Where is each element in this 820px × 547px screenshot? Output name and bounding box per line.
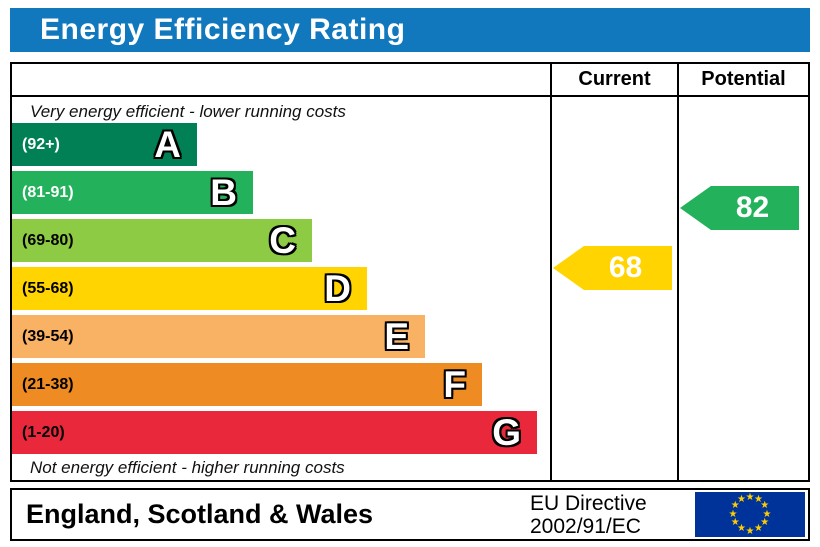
caption-very-efficient: Very energy efficient - lower running co… — [30, 102, 346, 121]
eu-star-icon: ★ — [737, 523, 746, 535]
rating-band: (21-38) F — [12, 363, 482, 406]
title-bar: Energy Efficiency Rating — [10, 8, 810, 52]
band-letter: D — [324, 268, 351, 309]
rating-band: (81-91) B — [12, 171, 253, 214]
band-letter: A — [154, 124, 181, 165]
band-range-label: (69-80) — [22, 232, 74, 249]
caption-not-efficient: Not energy efficient - higher running co… — [30, 458, 345, 477]
eu-star-icon: ★ — [754, 493, 763, 505]
rating-band: (39-54) E — [12, 315, 425, 358]
rating-band: (92+) A — [12, 123, 197, 166]
eu-star-icon: ★ — [760, 500, 770, 511]
current-column-divider — [550, 64, 552, 480]
potential-rating-arrow: 82 — [680, 186, 799, 230]
eu-star-icon: ★ — [762, 508, 772, 520]
region-label: England, Scotland & Wales — [26, 499, 374, 529]
potential-column-header: Potential — [701, 68, 786, 90]
eu-star-icon: ★ — [760, 517, 770, 528]
page-title: Energy Efficiency Rating — [40, 13, 406, 46]
eu-directive-line1: EU Directive — [530, 492, 647, 515]
footer: England, Scotland & Wales EU Directive 2… — [10, 488, 810, 541]
eu-star-icon: ★ — [730, 500, 740, 511]
eu-directive-label: EU Directive 2002/91/EC — [530, 492, 647, 538]
current-rating-arrow: 68 — [553, 246, 672, 290]
band-range-label: (81-91) — [22, 184, 74, 201]
rating-band: (55-68) D — [12, 267, 367, 310]
band-letter: C — [269, 220, 296, 261]
eu-star-icon: ★ — [728, 508, 738, 520]
band-range-label: (21-38) — [22, 376, 74, 393]
eu-star-icon: ★ — [737, 493, 746, 505]
band-range-label: (92+) — [22, 136, 60, 153]
rating-band: (1-20) G — [12, 411, 537, 454]
eu-star-icon: ★ — [745, 525, 755, 537]
band-range-label: (1-20) — [22, 424, 65, 441]
eu-flag-icon: ★ ★ ★ ★ ★ ★ ★ ★ ★ ★ ★ ★ — [695, 492, 805, 537]
eu-star-icon: ★ — [745, 491, 755, 503]
eu-star-icon: ★ — [730, 517, 740, 528]
band-letter: E — [384, 316, 409, 357]
potential-rating-value: 82 — [735, 191, 770, 224]
band-letter: F — [443, 364, 466, 405]
band-range-label: (39-54) — [22, 328, 74, 345]
band-letter: B — [210, 172, 237, 213]
rating-bands: (92+) A (81-91) B (69-80) C (55-68) D (3… — [12, 123, 550, 459]
potential-column-divider — [677, 64, 679, 480]
rating-band: (69-80) C — [12, 219, 312, 262]
eu-directive-line2: 2002/91/EC — [530, 515, 641, 538]
band-range-label: (55-68) — [22, 280, 74, 297]
band-letter: G — [492, 412, 521, 453]
current-rating-value: 68 — [608, 251, 643, 284]
eu-star-icon: ★ — [754, 523, 763, 535]
current-column-header: Current — [578, 68, 651, 90]
rating-table: Current Potential Very energy efficient … — [10, 62, 810, 482]
table-header-row: Current Potential — [12, 64, 808, 97]
